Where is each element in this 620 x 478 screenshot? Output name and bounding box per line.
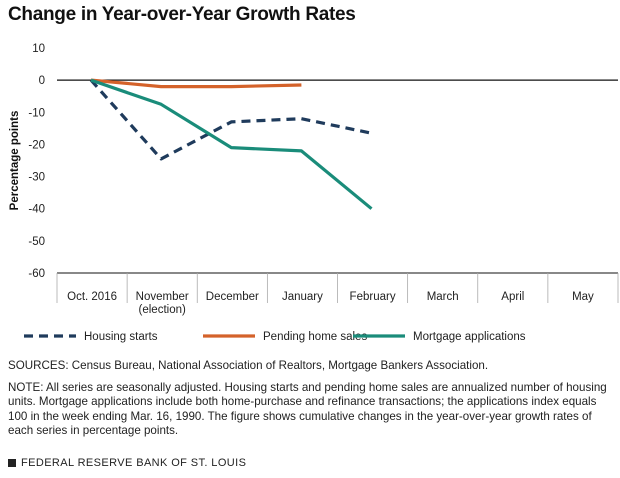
x-tick-label: December <box>206 291 259 303</box>
x-tick-label: May <box>572 291 594 303</box>
legend-label: Housing starts <box>84 331 158 343</box>
legend-label: Mortgage applications <box>413 331 526 343</box>
series-line-pending-home-sales <box>90 78 302 89</box>
footer: FEDERAL RESERVE BANK OF ST. LOUIS <box>8 457 246 469</box>
y-axis-title-group: Percentage points <box>9 111 21 211</box>
y-tick-labels: 10 0 -10 -20 -30 -40 -50 -60 <box>28 43 45 280</box>
x-tick-label: March <box>427 291 459 303</box>
y-tick-label: -20 <box>28 139 45 151</box>
chart-notes: SOURCES: Census Bureau, National Associa… <box>8 359 614 446</box>
y-tick-label: 10 <box>32 43 45 55</box>
series-line-housing-starts <box>89 79 372 161</box>
y-tick-label: -30 <box>28 172 45 184</box>
footer-square-icon <box>8 459 16 467</box>
y-tick-label: -60 <box>28 268 45 280</box>
y-tick-label: 0 <box>39 75 45 87</box>
y-tick-label: -50 <box>28 236 45 248</box>
y-axis-title: Percentage points <box>9 111 21 211</box>
footer-text: FEDERAL RESERVE BANK OF ST. LOUIS <box>21 457 247 469</box>
y-tick-label: -40 <box>28 204 45 216</box>
y-tick-label: -10 <box>28 107 45 119</box>
x-tick-label: (election) <box>139 304 186 316</box>
x-tick-label: April <box>501 291 524 303</box>
legend: Housing starts Pending home sales Mortgage… <box>24 331 526 343</box>
legend-label: Pending home sales <box>263 331 367 343</box>
x-tick-label: January <box>282 291 323 303</box>
x-tick-label: November <box>136 291 189 303</box>
series-line-mortgage-applications <box>90 78 373 210</box>
chart-title: Change in Year-over-Year Growth Rates <box>8 4 356 25</box>
series-lines <box>89 78 373 210</box>
line-chart: 100-10-20-30-40-50-60 Percentage points … <box>9 43 619 343</box>
x-axis: Oct. 2016 November(election) December Janua… <box>56 272 619 316</box>
note-text: NOTE: All series are seasonally adjusted… <box>8 380 607 438</box>
x-tick-label: February <box>350 291 396 303</box>
x-tick-label: Oct. 2016 <box>67 291 117 303</box>
sources-text: SOURCES: Census Bureau, National Associa… <box>8 359 489 372</box>
